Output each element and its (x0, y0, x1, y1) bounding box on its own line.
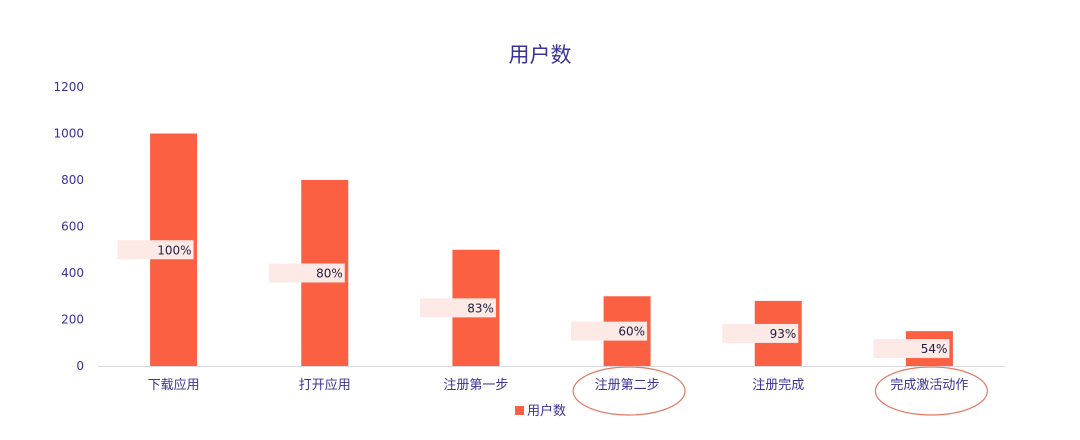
highlight-ellipse (874, 366, 989, 416)
y-tick-label: 1200 (53, 80, 84, 94)
data-label: 54% (921, 342, 948, 356)
data-label-box (722, 323, 799, 343)
y-tick-label: 400 (61, 266, 84, 280)
x-tick-label: 注册第一步 (443, 378, 508, 393)
y-tick-label: 0 (76, 359, 84, 373)
data-labels: 100% 80% 83% 60% 93% 54% (117, 240, 950, 359)
x-tick-label: 下载应用 (148, 377, 200, 393)
highlight-annotations (572, 366, 989, 416)
data-label: 80% (316, 267, 343, 281)
data-label-box (268, 263, 345, 283)
data-label: 60% (618, 325, 645, 339)
data-label: 83% (467, 301, 494, 315)
legend: 用户数 (515, 403, 566, 419)
y-tick-label: 1000 (53, 127, 84, 141)
x-tick-label: 完成激活动作 (890, 378, 968, 393)
y-tick-label: 200 (61, 313, 84, 327)
x-tick-label: 注册完成 (752, 378, 804, 393)
x-tick-label: 打开应用 (299, 377, 351, 393)
legend-label: 用户数 (527, 403, 566, 419)
legend-swatch (515, 406, 524, 415)
highlight-ellipse (572, 366, 686, 416)
data-label-box (117, 240, 194, 260)
data-label-box (571, 321, 648, 341)
y-tick-label: 600 (61, 220, 84, 234)
data-label-box (419, 298, 496, 318)
bar-series (150, 133, 953, 366)
data-label: 93% (770, 327, 797, 341)
x-axis: 下载应用 打开应用 注册第一步 注册第二步 注册完成 完成激活动作 (148, 377, 969, 393)
x-tick-label: 注册第二步 (595, 378, 660, 393)
data-label-box (873, 339, 950, 359)
data-label: 100% (157, 243, 191, 257)
y-axis: 0 200 400 600 800 1000 1200 (53, 80, 84, 373)
chart-title: 用户数 (509, 43, 572, 67)
y-tick-label: 800 (61, 173, 84, 187)
